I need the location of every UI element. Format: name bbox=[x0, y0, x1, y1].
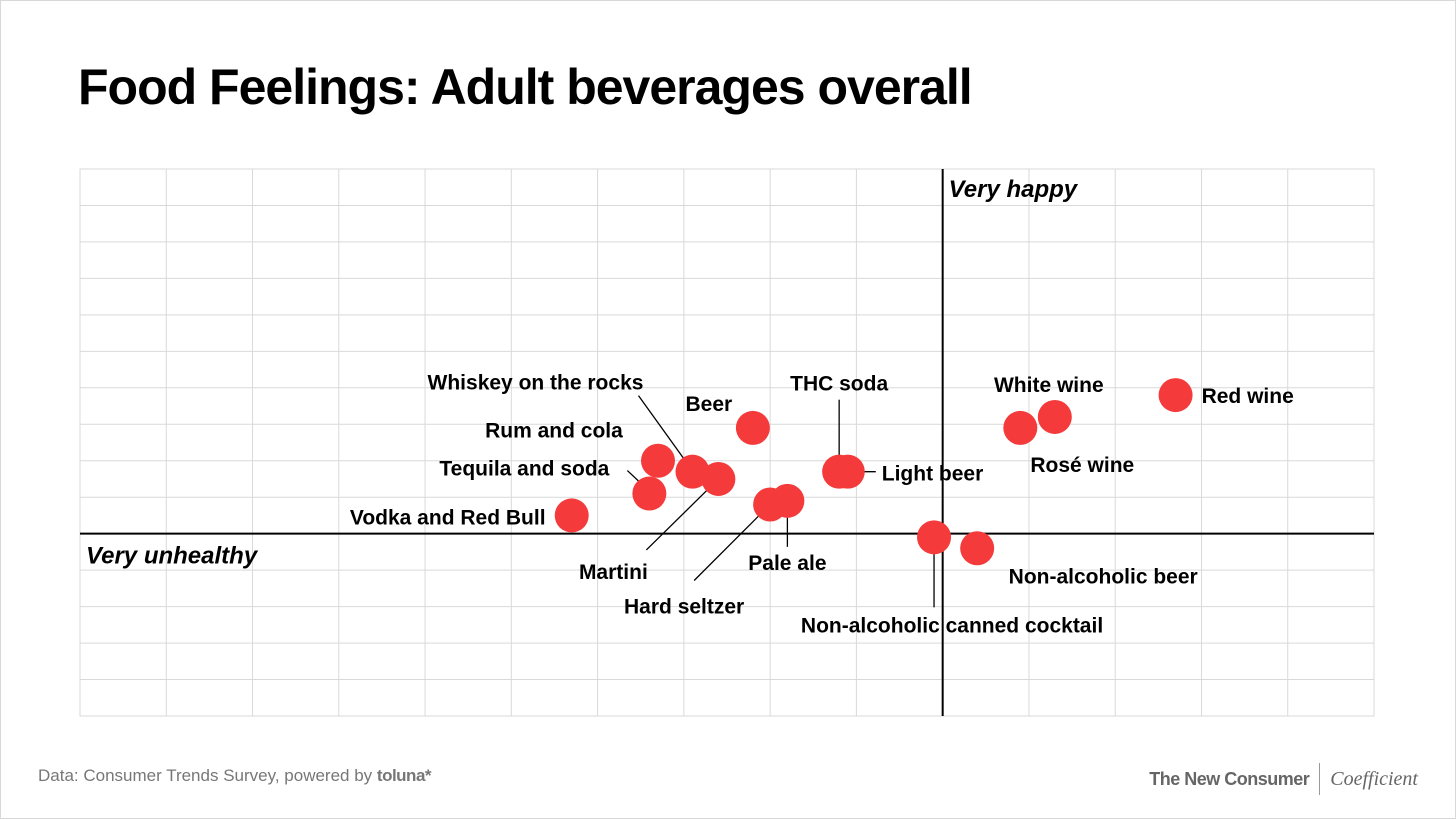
data-point bbox=[1037, 399, 1072, 434]
data-point bbox=[632, 476, 667, 511]
leader-line bbox=[645, 484, 713, 551]
the-new-consumer-logo: The New Consumer bbox=[1149, 768, 1310, 789]
coefficient-logo: Coefficient bbox=[1330, 767, 1418, 790]
data-point bbox=[735, 410, 770, 445]
partner-logos: The New Consumer Coefficient bbox=[1149, 763, 1418, 795]
point-label: Whiskey on the rocks bbox=[428, 372, 644, 395]
chart-title: Food Feelings: Adult beverages overall bbox=[78, 59, 973, 115]
leader-line bbox=[637, 395, 686, 461]
data-point bbox=[753, 487, 788, 522]
data-point bbox=[554, 498, 589, 533]
point-label: Pale ale bbox=[748, 552, 826, 575]
data-point bbox=[640, 443, 675, 478]
data-point bbox=[822, 454, 857, 489]
grid-border bbox=[79, 168, 1375, 717]
point-label: Non-alcoholic canned cocktail bbox=[801, 614, 1103, 637]
point-label: Beer bbox=[686, 393, 733, 416]
source-text: Data: Consumer Trends Survey, powered by bbox=[38, 766, 377, 785]
data-point bbox=[1003, 410, 1038, 445]
point-label: Vodka and Red Bull bbox=[350, 506, 546, 529]
axis-label-very-happy: Very happy bbox=[949, 176, 1079, 203]
data-point bbox=[675, 454, 710, 489]
point-label: Tequila and soda bbox=[439, 458, 609, 481]
grid bbox=[79, 168, 1375, 717]
point-label: Light beer bbox=[882, 463, 984, 486]
data-point bbox=[917, 520, 952, 555]
point-label: White wine bbox=[994, 374, 1104, 397]
source-note: Data: Consumer Trends Survey, powered by… bbox=[38, 766, 432, 786]
axis-label-very-unhealthy: Very unhealthy bbox=[86, 543, 259, 570]
point-label: Non-alcoholic beer bbox=[1009, 565, 1198, 588]
leader-line bbox=[693, 508, 767, 581]
data-point bbox=[701, 461, 736, 496]
point-label: Martini bbox=[579, 561, 648, 584]
point-label: Rum and cola bbox=[485, 420, 623, 443]
data-points bbox=[554, 378, 1193, 566]
point-label: THC soda bbox=[790, 373, 888, 396]
point-label: Rosé wine bbox=[1030, 454, 1134, 477]
point-labels: Red wine White wine Rosé wine Non-alcoholic… bbox=[350, 372, 1294, 638]
logo-divider bbox=[1319, 763, 1321, 795]
point-label: Red wine bbox=[1202, 385, 1294, 408]
point-label: Hard seltzer bbox=[624, 595, 744, 618]
axis-labels: Very happy Very unhealthy bbox=[86, 176, 1079, 570]
data-point bbox=[960, 531, 995, 566]
data-point bbox=[1158, 378, 1193, 413]
toluna-logo: toluna* bbox=[376, 766, 432, 785]
quadrant-axes bbox=[80, 169, 1374, 716]
